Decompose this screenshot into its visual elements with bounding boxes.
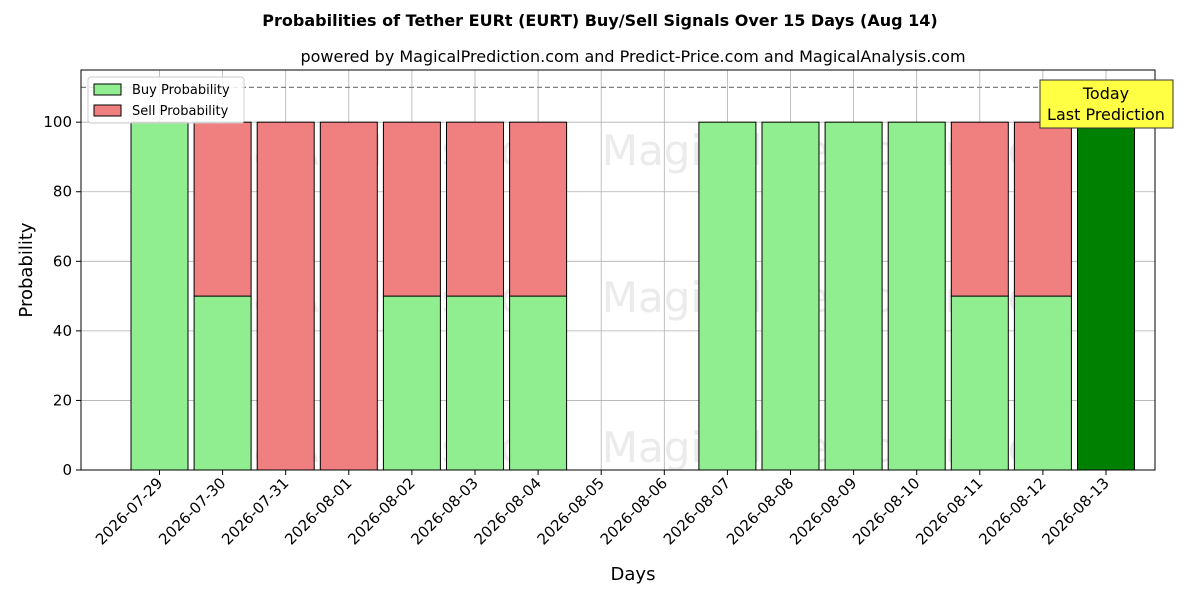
today-annotation: Today Last Prediction: [1039, 79, 1174, 129]
annotation-text: Today: [1082, 84, 1129, 103]
x-tick-label: 2026-08-09: [786, 474, 860, 548]
x-tick-label: 2026-08-04: [471, 474, 545, 548]
x-tick-label: 2026-08-06: [597, 474, 671, 548]
bar-sell-2026-08-04: [509, 121, 568, 297]
bar-buy-2026-08-07: [698, 121, 757, 471]
x-tick-label: 2026-07-31: [218, 474, 292, 548]
y-tick-label: 80: [53, 183, 72, 201]
bar-sell-2026-08-02: [382, 121, 441, 297]
chart-subtitle: powered by MagicalPrediction.com and Pre…: [300, 47, 965, 66]
x-tick-label: 2026-08-01: [281, 474, 355, 548]
plot-frame: [80, 69, 1156, 471]
x-axis-ticks: 2026-07-292026-07-302026-07-312026-08-01…: [92, 470, 1113, 548]
legend-entry: Buy Probability: [132, 83, 230, 98]
bar-buy-2026-07-29: [130, 121, 189, 471]
x-tick-label: 2026-08-11: [912, 474, 986, 548]
bar-buy-2026-08-11: [950, 295, 1009, 471]
x-tick-label: 2026-08-03: [407, 474, 481, 548]
legend-box: [87, 76, 245, 124]
bar-buy-2026-08-02: [382, 295, 441, 471]
y-axis-label: Probability: [16, 222, 37, 317]
legend-entry: Sell Probability: [132, 104, 229, 119]
bar-buy-2026-08-10: [887, 121, 946, 471]
y-tick-label: 40: [53, 322, 72, 340]
legend: Buy Probability Sell Probability: [87, 76, 245, 124]
bar-sell-2026-08-11: [950, 121, 1009, 297]
bar-buy-2026-08-03: [446, 295, 504, 471]
x-tick-label: 2026-08-02: [344, 474, 418, 548]
bar-buy-2026-08-08: [761, 121, 820, 471]
x-tick-label: 2026-08-12: [975, 474, 1049, 548]
bar-buy-2026-08-04: [509, 295, 568, 471]
y-tick-label: 100: [43, 113, 72, 131]
y-tick-label: 60: [53, 252, 72, 270]
y-tick-label: 0: [62, 461, 72, 479]
y-tick-label: 20: [53, 391, 72, 409]
bars: [130, 121, 1135, 471]
legend-swatch: [93, 83, 122, 96]
legend-swatch: [93, 104, 122, 117]
y-axis-ticks: 0 20 40 60 80 100: [43, 113, 81, 479]
x-tick-label: 2026-08-10: [849, 474, 923, 548]
annotation-box: [1039, 79, 1174, 129]
bar-buy-2026-08-09: [824, 121, 883, 471]
x-axis-label: Days: [611, 564, 656, 585]
x-tick-label: 2026-08-07: [660, 474, 734, 548]
bar-sell-2026-07-31: [256, 121, 315, 471]
bar-sell-2026-08-12: [1013, 121, 1072, 297]
x-tick-label: 2026-08-05: [534, 474, 608, 548]
chart-title: Probabilities of Tether EURt (EURT) Buy/…: [262, 11, 937, 30]
x-tick-label: 2026-07-29: [92, 474, 166, 548]
bar-sell-2026-07-30: [193, 121, 252, 297]
x-tick-label: 2026-08-08: [723, 474, 797, 548]
bar-buy-2026-08-12: [1013, 295, 1072, 471]
annotation-text: Last Prediction: [1047, 105, 1165, 124]
bar-buy-2026-08-13: [1077, 121, 1135, 471]
x-tick-label: 2026-07-30: [155, 474, 229, 548]
bar-sell-2026-08-03: [446, 121, 504, 297]
bar-buy-2026-07-30: [193, 295, 252, 471]
x-tick-label: 2026-08-13: [1038, 474, 1112, 548]
bar-sell-2026-08-01: [319, 121, 378, 471]
